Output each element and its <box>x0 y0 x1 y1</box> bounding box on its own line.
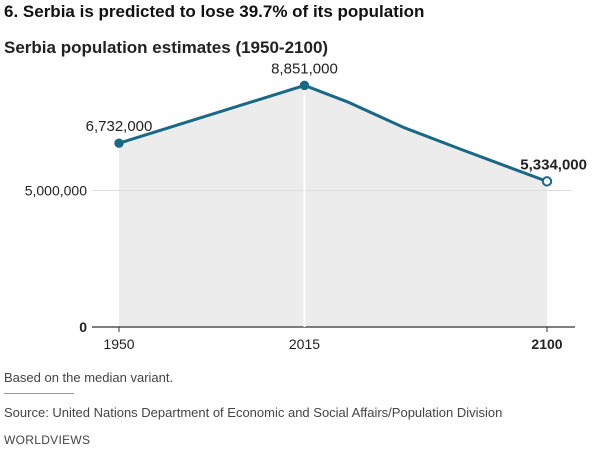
source-text: Source: United Nations Department of Eco… <box>4 405 503 420</box>
data-point-marker <box>299 80 310 91</box>
footnote: Based on the median variant. <box>4 370 174 385</box>
chart-area-layer <box>119 85 547 328</box>
data-label: 8,851,000 <box>271 60 338 77</box>
population-chart: 0 5,000,000 1950 2015 2100 6,732,000 8,851,000… <box>25 60 587 352</box>
x-tick-label: 1950 <box>103 336 134 352</box>
x-tick-label: 2015 <box>289 336 320 352</box>
chart-line-layer <box>117 83 549 183</box>
data-label: 5,334,000 <box>520 156 587 173</box>
chart-label-layer: 0 5,000,000 1950 2015 2100 6,732,000 8,851,000… <box>25 60 587 352</box>
data-label: 6,732,000 <box>86 118 153 135</box>
headline: 6. Serbia is predicted to lose 39.7% of … <box>4 2 425 21</box>
area-fill <box>119 85 547 328</box>
x-tick-label: 2100 <box>531 336 562 352</box>
chart-grid-layer <box>92 85 575 332</box>
chart-marker-layer <box>114 80 553 187</box>
data-point-marker <box>114 138 124 148</box>
brand-label: WORLDVIEWS <box>4 433 91 447</box>
y-tick-label: 5,000,000 <box>25 183 87 199</box>
divider <box>4 393 74 394</box>
data-point-marker <box>541 176 553 187</box>
chart-title: Serbia population estimates (1950-2100) <box>4 38 329 57</box>
series-line <box>117 83 549 183</box>
y-tick-label: 0 <box>79 319 87 335</box>
